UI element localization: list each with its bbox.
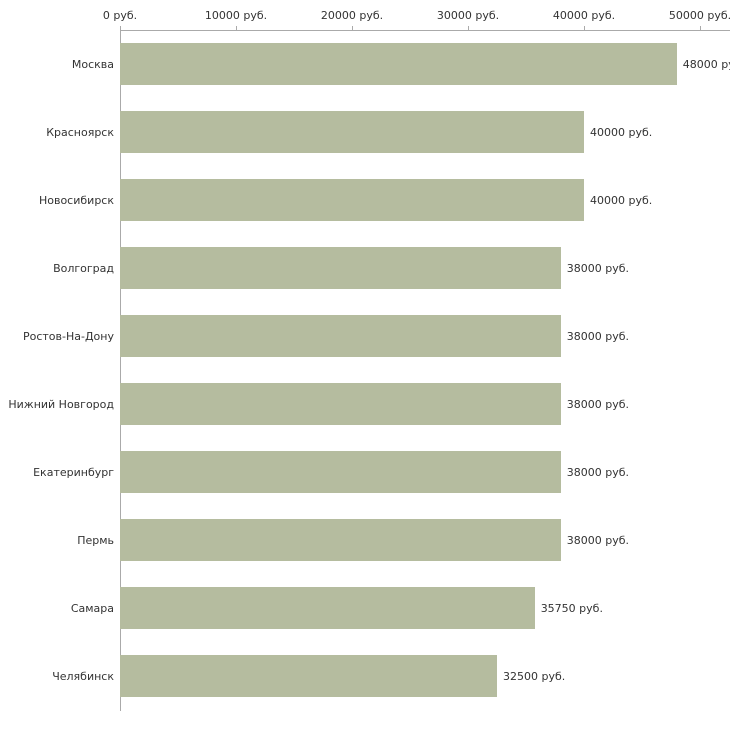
chart-row: Самара 35750 руб. — [0, 574, 730, 642]
chart-row: Новосибирск 40000 руб. — [0, 166, 730, 234]
value-label: 38000 руб. — [566, 261, 630, 275]
category-label: Екатеринбург — [33, 465, 114, 479]
bar — [120, 519, 561, 561]
chart-row: Волгоград 38000 руб. — [0, 234, 730, 302]
x-tick-label: 10000 руб. — [204, 9, 268, 22]
y-axis-line — [120, 30, 121, 711]
value-label: 35750 руб. — [540, 601, 603, 615]
x-tick-label: 30000 руб. — [436, 9, 500, 22]
bar — [120, 247, 561, 289]
chart-row: Екатеринбург 38000 руб. — [0, 438, 730, 506]
bar — [120, 43, 677, 85]
bar — [120, 383, 561, 425]
category-label: Ростов-На-Дону — [22, 329, 114, 343]
x-tick-label: 20000 руб. — [320, 9, 384, 22]
value-label: 38000 руб. — [566, 329, 630, 343]
x-tick-mark — [468, 26, 469, 30]
bar — [120, 111, 584, 153]
value-label: 38000 руб. — [566, 397, 630, 411]
value-label: 40000 руб. — [590, 193, 653, 207]
bar — [120, 587, 535, 629]
chart-row: Москва 48000 руб. — [0, 30, 730, 98]
value-label: 32500 руб. — [503, 669, 566, 683]
bar — [120, 655, 497, 697]
category-label: Челябинск — [52, 669, 114, 683]
x-tick-label: 0 руб. — [102, 9, 138, 22]
value-label: 38000 руб. — [566, 465, 630, 479]
chart-row: Ростов-На-Дону 38000 руб. — [0, 302, 730, 370]
category-label: Пермь — [77, 533, 114, 547]
chart-row: Красноярск 40000 руб. — [0, 98, 730, 166]
bar — [120, 451, 561, 493]
x-tick-mark — [352, 26, 353, 30]
x-tick-label: 50000 руб. — [668, 9, 730, 22]
bar — [120, 179, 584, 221]
x-tick-mark — [120, 26, 121, 30]
chart-row: Пермь 38000 руб. — [0, 506, 730, 574]
chart-row: Челябинск 32500 руб. — [0, 642, 730, 710]
x-tick-mark — [236, 26, 237, 30]
category-label: Красноярск — [46, 125, 114, 139]
bar — [120, 315, 561, 357]
chart-row: Нижний Новгород 38000 руб. — [0, 370, 730, 438]
category-label: Москва — [71, 57, 114, 71]
x-axis-line — [120, 30, 730, 31]
category-label: Самара — [70, 601, 114, 615]
category-label: Волгоград — [53, 261, 114, 275]
x-tick-mark — [584, 26, 585, 30]
value-label: 38000 руб. — [566, 533, 630, 547]
value-label: 48000 руб. — [682, 57, 730, 71]
category-label: Новосибирск — [38, 193, 114, 207]
x-tick-label: 40000 руб. — [552, 9, 616, 22]
category-label: Нижний Новгород — [8, 397, 114, 411]
value-label: 40000 руб. — [590, 125, 653, 139]
x-tick-mark — [700, 26, 701, 30]
